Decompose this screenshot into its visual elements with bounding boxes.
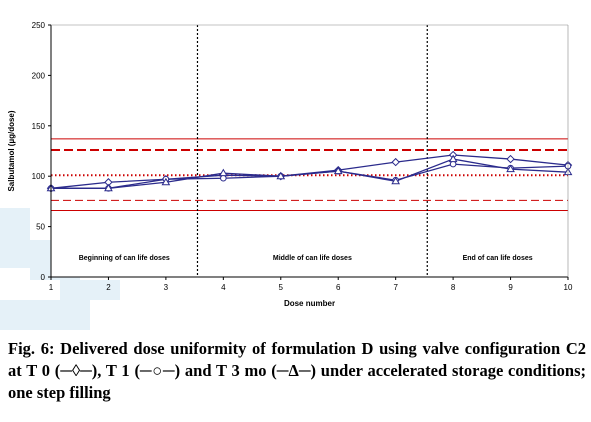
x-tick-label: 10 xyxy=(564,283,573,292)
x-tick-label: 4 xyxy=(221,283,226,292)
background-decoration xyxy=(60,280,120,300)
x-axis-ticks: 1 2 3 4 5 6 7 8 9 10 xyxy=(49,277,573,292)
line-chart: Beginning of can life doses Middle of can… xyxy=(7,21,573,308)
data-point-diamond xyxy=(391,157,400,167)
series-lines xyxy=(50,154,569,189)
region-dividers xyxy=(196,25,428,277)
y-tick-label: 50 xyxy=(36,223,45,232)
region-labels: Beginning of can life doses Middle of can… xyxy=(79,255,533,262)
data-point-circle xyxy=(449,160,457,168)
data-point-diamond xyxy=(506,154,515,164)
figure-caption: Fig. 6: Delivered dose uniformity of for… xyxy=(8,339,586,402)
axes xyxy=(50,24,569,278)
data-point-triangle xyxy=(506,164,515,173)
data-point-triangle xyxy=(218,168,228,177)
x-tick-label: 2 xyxy=(106,283,111,292)
data-point-triangle xyxy=(161,177,171,186)
y-axis-ticks: 0 50 100 150 200 250 xyxy=(32,21,51,282)
data-point-triangle xyxy=(276,171,286,180)
series-markers xyxy=(46,150,573,193)
x-tick-label: 3 xyxy=(164,283,169,292)
y-tick-label: 100 xyxy=(32,172,46,181)
plot-background xyxy=(51,25,568,277)
background-decoration xyxy=(0,208,30,268)
chart-container: Beginning of can life doses Middle of can… xyxy=(7,21,573,308)
x-tick-label: 1 xyxy=(49,283,54,292)
reference-lines xyxy=(51,138,568,211)
x-tick-label: 7 xyxy=(393,283,398,292)
y-tick-label: 150 xyxy=(32,122,46,131)
x-axis-title: Dose number xyxy=(284,299,335,308)
x-tick-label: 8 xyxy=(451,283,456,292)
x-tick-label: 9 xyxy=(508,283,513,292)
data-point-triangle xyxy=(448,154,458,163)
data-point-triangle xyxy=(391,176,401,185)
region-label-2: Middle of can life doses xyxy=(273,255,352,262)
region-label-3: End of can life doses xyxy=(463,255,533,262)
x-tick-label: 5 xyxy=(279,283,284,292)
data-point-circle xyxy=(220,174,227,182)
y-tick-label: 0 xyxy=(41,273,46,282)
y-tick-label: 250 xyxy=(32,21,46,30)
y-axis-title: Salbutamol (µg/dose) xyxy=(7,110,16,191)
region-label-1: Beginning of can life doses xyxy=(79,255,170,262)
data-point-triangle xyxy=(104,183,113,192)
series-line-t-3-mo xyxy=(51,158,569,189)
x-tick-label: 6 xyxy=(336,283,341,292)
background-decoration xyxy=(0,300,90,330)
y-tick-label: 200 xyxy=(32,71,46,80)
data-point-triangle xyxy=(333,166,343,175)
